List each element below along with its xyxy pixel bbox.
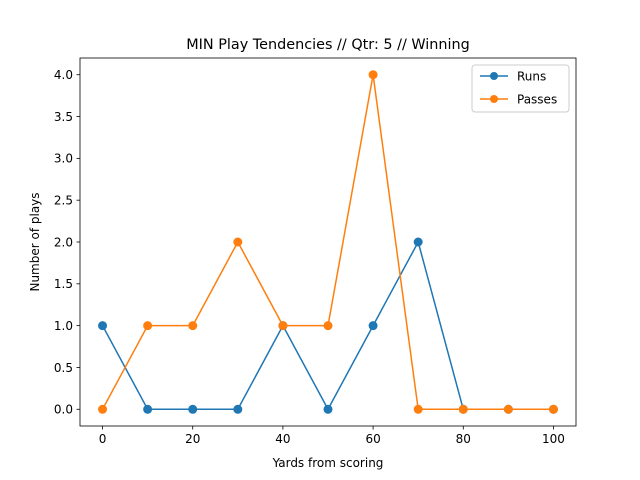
data-point-passes	[278, 321, 288, 331]
y-tick-label: 2.0	[54, 235, 73, 249]
legend-label-passes: Passes	[517, 93, 557, 107]
legend-marker-passes	[490, 95, 498, 103]
data-point-passes	[548, 404, 558, 414]
x-tick-label: 80	[456, 432, 471, 446]
y-tick-label: 3.0	[54, 152, 73, 166]
data-point-runs	[98, 321, 108, 331]
y-tick-label: 1.5	[54, 277, 73, 291]
data-point-runs	[368, 321, 378, 331]
x-tick-label: 100	[542, 432, 565, 446]
data-point-passes	[233, 237, 243, 247]
y-tick-label: 0.0	[54, 403, 73, 417]
data-point-runs	[323, 404, 333, 414]
data-point-passes	[458, 404, 468, 414]
legend-label-runs: Runs	[517, 70, 546, 84]
y-tick-label: 1.0	[54, 319, 73, 333]
data-point-passes	[188, 321, 198, 331]
data-point-runs	[143, 404, 153, 414]
x-axis-label: Yards from scoring	[272, 456, 384, 470]
x-tick-label: 60	[365, 432, 380, 446]
x-tick-label: 20	[185, 432, 200, 446]
y-tick-label: 0.5	[54, 361, 73, 375]
data-point-passes	[98, 404, 108, 414]
legend-marker-runs	[490, 72, 498, 80]
x-tick-label: 0	[99, 432, 107, 446]
x-tick-label: 40	[275, 432, 290, 446]
axes-frame	[79, 57, 577, 427]
y-tick-label: 4.0	[54, 68, 73, 82]
y-axis-label: Number of plays	[28, 192, 42, 291]
y-tick-label: 3.5	[54, 110, 73, 124]
data-point-passes	[143, 321, 153, 331]
data-point-runs	[233, 404, 243, 414]
data-point-passes	[323, 321, 333, 331]
data-point-passes	[413, 404, 423, 414]
data-point-passes	[503, 404, 513, 414]
data-point-passes	[368, 70, 378, 80]
plot-area: 0 20 40 60 80 100 0.0 0.5 1.0 1.5 2.0 2.5 3.0 3.5 4.0	[54, 57, 577, 446]
data-point-runs	[188, 404, 198, 414]
chart-title: MIN Play Tendencies // Qtr: 5 // Winning	[186, 37, 470, 53]
y-tick-label: 2.5	[54, 193, 73, 207]
data-point-runs	[413, 237, 423, 247]
legend: Runs Passes	[471, 64, 570, 113]
